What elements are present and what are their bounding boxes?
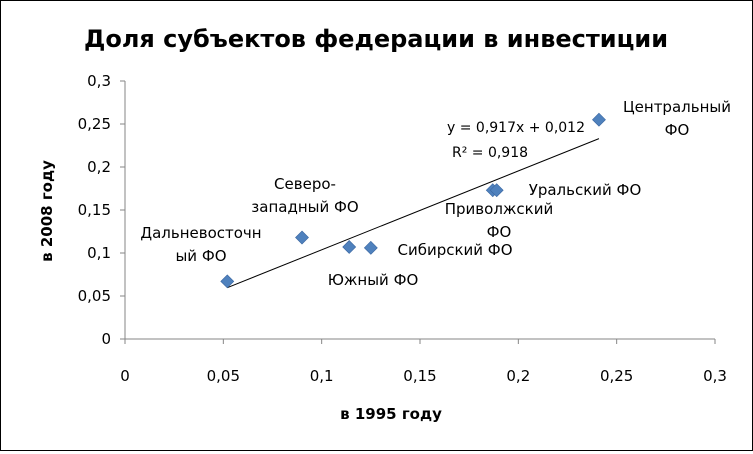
point-labels: Дальневосточн ый ФО Северо-западный ФО Южны… <box>140 98 731 289</box>
data-point <box>342 240 357 254</box>
y-axis-title: в 2008 году <box>38 160 56 262</box>
x-tick-label: 0,1 <box>310 367 334 385</box>
axes: 0 0,05 0,1 0,15 0,2 0,25 0,3 0 0,05 0,1 0,15 0,2 0,2… <box>78 72 727 385</box>
trendline-group: y = 0,917x + 0,012 R² = 0,918 <box>227 120 600 289</box>
data-point <box>363 240 378 255</box>
y-tick-label: 0,15 <box>78 201 111 219</box>
data-points <box>220 112 606 289</box>
y-tick-label: 0,1 <box>87 244 111 262</box>
point-label: Приволжский ФО <box>445 200 553 241</box>
data-point <box>220 274 235 289</box>
x-tick-label: 0,05 <box>207 367 240 385</box>
x-tick-label: 0,2 <box>506 367 530 385</box>
x-tick-label: 0 <box>120 367 130 385</box>
y-tick-label: 0,3 <box>87 72 111 90</box>
data-point <box>295 230 309 245</box>
trendline <box>227 138 600 289</box>
y-tick-label: 0,25 <box>78 115 111 133</box>
x-tick-label: 0,25 <box>600 367 633 385</box>
chart-title: Доля субъектов федерации в инвестиции <box>84 25 668 53</box>
point-label: Центральный ФО <box>623 98 731 139</box>
y-tick-label: 0,05 <box>78 287 111 305</box>
x-tick-label: 0,15 <box>403 367 436 385</box>
point-label: Северо-западный ФО <box>251 175 358 216</box>
data-point <box>489 183 504 198</box>
y-tick-label: 0 <box>101 330 111 348</box>
trendline-equation: y = 0,917x + 0,012 <box>447 120 585 136</box>
trendline-r-squared: R² = 0,918 <box>452 145 528 161</box>
x-tick-label: 0,3 <box>703 367 727 385</box>
x-axis-title: в 1995 году <box>340 405 442 423</box>
point-label: Южный ФО <box>328 271 419 289</box>
point-label: Уральский ФО <box>529 181 642 199</box>
point-label: Дальневосточн ый ФО <box>140 224 261 265</box>
point-label: Сибирский ФО <box>397 241 512 259</box>
y-tick-label: 0,2 <box>87 158 111 176</box>
data-point <box>592 112 606 127</box>
